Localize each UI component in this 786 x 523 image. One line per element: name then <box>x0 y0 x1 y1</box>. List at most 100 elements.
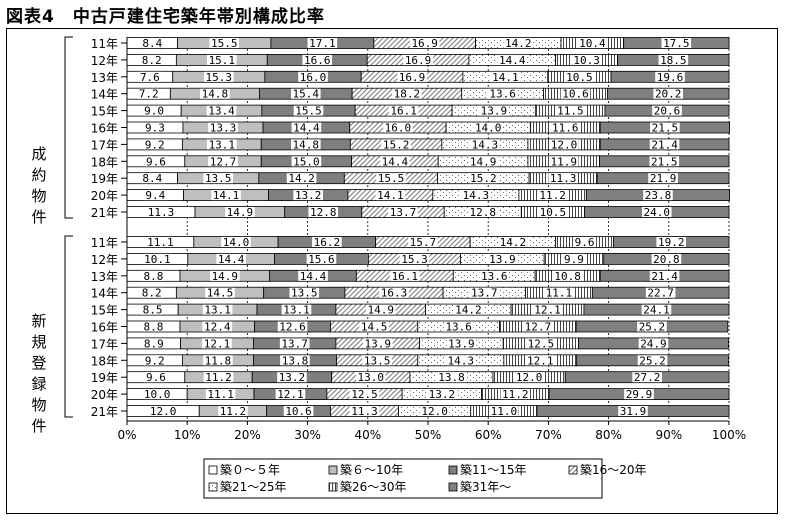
year-label: 20年 <box>91 388 118 402</box>
data-label-bg <box>221 237 251 247</box>
data-label: 24.1 <box>643 304 670 317</box>
data-label: 11.2 <box>539 189 566 202</box>
x-tick-label: 50% <box>415 428 442 442</box>
data-label: 14.2 <box>500 236 527 249</box>
group-bracket <box>64 36 73 219</box>
data-label-bg <box>202 321 233 332</box>
data-label: 14.2 <box>288 172 315 185</box>
data-label: 12.8 <box>310 206 337 219</box>
data-label: 9.4 <box>145 189 165 202</box>
data-label-bg <box>291 122 322 133</box>
data-label: 16.3 <box>381 287 408 300</box>
data-label-bg <box>312 237 342 247</box>
data-label-bg <box>144 372 168 383</box>
data-label-bg <box>137 88 161 99</box>
chart-title: 図表4 中古戸建住宅築年帯別構成比率 <box>6 7 325 27</box>
data-label-bg <box>293 105 324 116</box>
data-label: 13.7 <box>471 287 498 300</box>
legend-swatch <box>448 465 458 475</box>
data-label: 10.1 <box>144 253 171 266</box>
data-label-bg <box>383 122 413 133</box>
data-label: 20.8 <box>653 253 680 266</box>
data-label-bg <box>202 304 233 315</box>
data-label-bg <box>403 54 433 65</box>
legend-box <box>203 458 603 499</box>
data-label-bg <box>443 321 474 332</box>
data-label-bg <box>514 372 544 383</box>
data-label: 14.9 <box>212 270 239 283</box>
data-label-bg <box>550 122 581 133</box>
data-label: 12.6 <box>279 321 306 334</box>
data-label-bg <box>548 156 579 167</box>
data-label: 13.9 <box>448 337 475 350</box>
data-label: 15.1 <box>209 54 236 67</box>
data-label: 16.1 <box>392 270 419 283</box>
data-label-bg <box>656 237 687 247</box>
data-label-bg <box>446 338 477 349</box>
data-label: 12.0 <box>516 371 543 384</box>
data-label: 16.6 <box>304 54 331 67</box>
data-label-bg <box>651 253 682 264</box>
data-label: 15.7 <box>410 236 437 249</box>
data-label: 14.9 <box>367 304 394 317</box>
data-label-bg <box>379 287 409 298</box>
data-label-bg <box>141 321 166 332</box>
x-tick-label: 60% <box>475 428 502 442</box>
year-label: 19年 <box>91 371 118 385</box>
data-label-bg <box>390 270 420 281</box>
data-label-bg <box>549 139 579 150</box>
data-label-bg <box>290 139 321 150</box>
data-label: 14.5 <box>361 321 388 334</box>
data-label-bg <box>208 156 238 167</box>
x-tick-label: 20% <box>234 428 261 442</box>
data-label-bg <box>362 338 393 349</box>
data-label: 14.4 <box>300 270 327 283</box>
year-label: 13年 <box>91 71 118 85</box>
data-label-bg <box>203 355 233 366</box>
data-label-bg <box>419 406 450 416</box>
data-label: 17.5 <box>663 37 690 50</box>
legend-label: 築11～15年 <box>460 462 527 477</box>
data-label: 14.3 <box>463 189 490 202</box>
year-label: 17年 <box>91 138 118 152</box>
data-label-bg <box>140 54 164 65</box>
data-label: 11.1 <box>147 236 174 249</box>
year-label: 18年 <box>91 155 118 169</box>
year-label: 11年 <box>91 37 118 51</box>
data-label-bg <box>469 287 500 298</box>
data-label: 15.0 <box>293 155 320 168</box>
data-label-bg <box>564 71 595 82</box>
data-label-bg <box>572 237 597 247</box>
data-label: 12.0 <box>150 405 177 418</box>
group-label-line: 物件 <box>31 187 47 226</box>
data-label-bg <box>618 406 648 416</box>
data-label-bg <box>277 372 307 383</box>
data-label: 14.8 <box>293 138 320 151</box>
data-label-bg <box>392 88 422 99</box>
data-label-bg <box>562 253 586 264</box>
data-label: 8.5 <box>143 304 163 317</box>
data-label: 15.3 <box>401 253 428 266</box>
data-label-bg <box>479 105 509 116</box>
data-label-bg <box>461 190 491 201</box>
data-label: 21.5 <box>652 122 679 135</box>
group-label-line: 新規 <box>31 312 47 351</box>
data-label: 17.1 <box>309 37 336 50</box>
data-label-bg <box>500 389 531 400</box>
data-label: 13.6 <box>481 270 508 283</box>
data-label-bg <box>203 173 234 184</box>
data-label-bg <box>293 190 324 201</box>
data-label: 11.6 <box>552 122 579 135</box>
data-label-bg <box>203 372 234 383</box>
group-label-contracted: 成約 物件 <box>27 144 51 228</box>
data-label: 18.2 <box>394 88 421 101</box>
data-label-bg <box>446 355 476 366</box>
data-label: 10.3 <box>573 54 600 67</box>
data-label: 8.4 <box>142 172 162 185</box>
year-label: 13年 <box>91 270 118 284</box>
data-label-bg <box>286 173 317 184</box>
year-label: 12年 <box>91 253 118 267</box>
data-label-bg <box>399 253 430 264</box>
data-label: 11.9 <box>551 155 578 168</box>
x-tick-label: 0% <box>117 428 136 442</box>
